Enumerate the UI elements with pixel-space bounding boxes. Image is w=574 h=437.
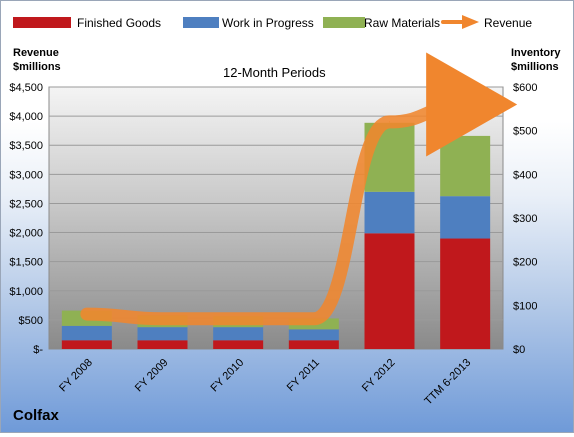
bar-finished-goods bbox=[61, 340, 112, 349]
left-axis-ticks: $- $500 $1,000 $1,500 $2,000 $2,500 $3,000 $3,5… bbox=[9, 82, 43, 356]
x-tick-label: FY 2010 bbox=[209, 357, 247, 395]
legend-item-work-in-progress: Work in Progress bbox=[183, 16, 314, 30]
revenue-point bbox=[464, 103, 466, 105]
legend-label-revenue: Revenue bbox=[484, 16, 532, 30]
bar-work-in-progress bbox=[440, 196, 491, 239]
legend-item-raw-materials: Raw Materials bbox=[323, 16, 440, 30]
left-tick-label: $3,500 bbox=[9, 140, 43, 152]
legend-swatch-finished-goods bbox=[13, 17, 71, 28]
x-tick-label: FY 2012 bbox=[360, 357, 398, 395]
right-tick-label: $0 bbox=[513, 344, 525, 356]
left-tick-label: $2,500 bbox=[9, 198, 43, 210]
right-axis-title-line2: $millions bbox=[511, 61, 559, 73]
legend-item-finished-goods: Finished Goods bbox=[13, 16, 161, 30]
legend-swatch-work-in-progress bbox=[183, 17, 219, 28]
x-tick-label: FY 2009 bbox=[133, 357, 171, 395]
legend: Finished Goods Work in Progress Raw Mate… bbox=[13, 15, 532, 30]
x-axis-labels: FY 2008 FY 2009 FY 2010 FY 2011 FY 2012 TTM 6… bbox=[57, 357, 473, 408]
revenue-point bbox=[86, 313, 88, 315]
revenue-point bbox=[237, 318, 239, 320]
legend-label-raw-materials: Raw Materials bbox=[364, 16, 440, 30]
left-tick-label: $4,500 bbox=[9, 82, 43, 94]
left-tick-label: $500 bbox=[19, 315, 43, 327]
revenue-point bbox=[313, 318, 315, 320]
bar-finished-goods bbox=[364, 233, 415, 349]
bar-finished-goods bbox=[213, 340, 264, 349]
left-tick-label: $1,000 bbox=[9, 286, 43, 298]
bar-work-in-progress bbox=[213, 327, 264, 341]
left-tick-label: $4,000 bbox=[9, 111, 43, 123]
bar-work-in-progress bbox=[61, 325, 112, 341]
bar-finished-goods bbox=[440, 238, 491, 349]
left-tick-label: $1,500 bbox=[9, 257, 43, 269]
bar-raw-materials bbox=[440, 135, 491, 197]
legend-arrow-revenue bbox=[462, 15, 479, 29]
legend-swatch-raw-materials bbox=[323, 17, 365, 28]
company-name: Colfax bbox=[13, 407, 60, 424]
right-axis-title-line1: Inventory bbox=[511, 47, 561, 59]
right-tick-label: $200 bbox=[513, 257, 537, 269]
x-tick-label: TTM 6-2013 bbox=[422, 357, 473, 408]
legend-item-revenue: Revenue bbox=[441, 15, 532, 30]
right-tick-label: $600 bbox=[513, 82, 537, 94]
legend-label-work-in-progress: Work in Progress bbox=[222, 16, 314, 30]
bar-work-in-progress bbox=[288, 329, 339, 341]
bar-finished-goods bbox=[137, 340, 188, 349]
revenue-point bbox=[389, 121, 390, 123]
right-axis-ticks: $0 $100 $200 $300 $400 $500 $600 bbox=[513, 82, 537, 356]
revenue-line-group bbox=[80, 52, 518, 326]
left-tick-label: $2,000 bbox=[9, 228, 43, 240]
left-tick-label: $- bbox=[33, 344, 43, 356]
right-tick-label: $300 bbox=[513, 213, 537, 225]
bar-work-in-progress bbox=[364, 191, 415, 234]
revenue-point bbox=[162, 318, 163, 320]
left-axis-title-line2: $millions bbox=[13, 61, 61, 73]
legend-label-finished-goods: Finished Goods bbox=[77, 16, 161, 30]
bar-finished-goods bbox=[288, 340, 339, 349]
x-tick-label: FY 2011 bbox=[285, 357, 322, 394]
bar-work-in-progress bbox=[137, 327, 188, 341]
chart-subtitle: 12-Month Periods bbox=[223, 65, 326, 80]
left-axis-title-line1: Revenue bbox=[13, 47, 59, 59]
right-tick-label: $100 bbox=[513, 300, 537, 312]
right-tick-label: $400 bbox=[513, 169, 537, 181]
right-tick-label: $500 bbox=[513, 126, 537, 138]
x-tick-label: FY 2008 bbox=[57, 357, 95, 395]
left-tick-label: $3,000 bbox=[9, 169, 43, 181]
